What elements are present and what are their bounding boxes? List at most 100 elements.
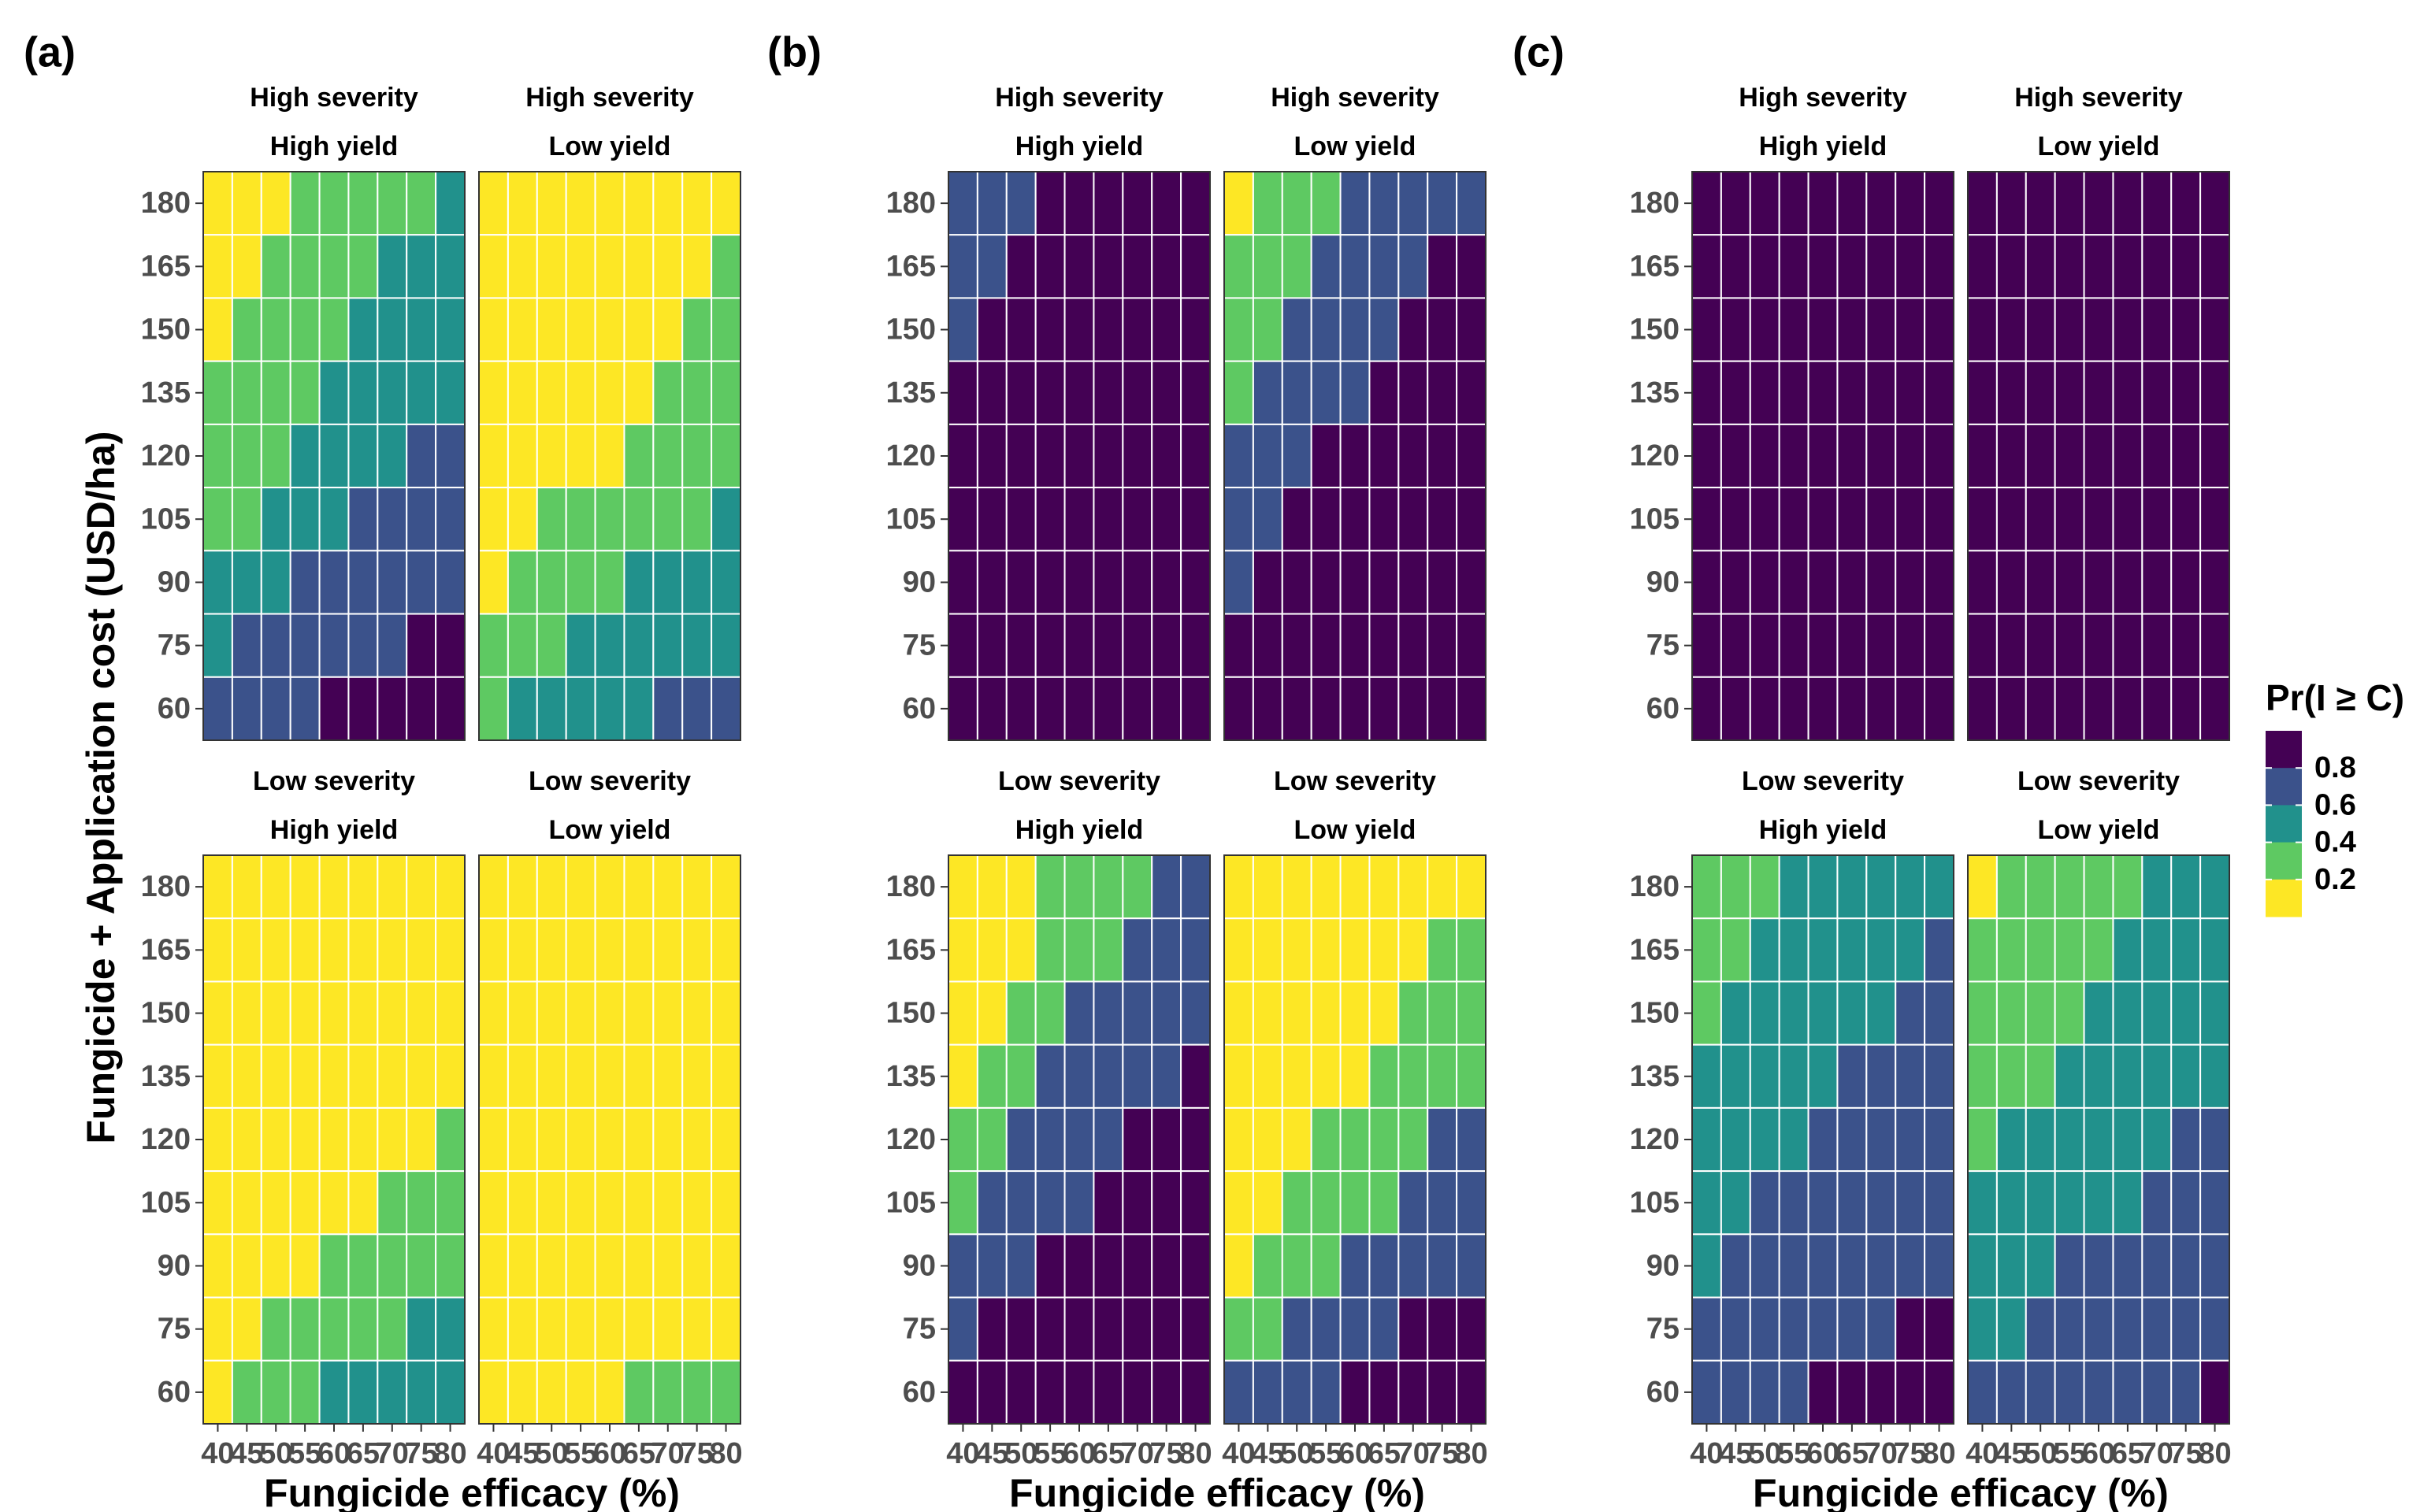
heatmap-tile (1807, 171, 1839, 236)
heatmap-tile (1122, 1296, 1153, 1362)
heatmap-tile (536, 1233, 567, 1299)
heatmap-tile (1252, 550, 1283, 615)
heatmap-tile (1995, 171, 2027, 236)
heatmap-tile (976, 613, 1008, 678)
y-tick-label: 180 (886, 870, 936, 903)
facet-title-severity: Low severity (253, 766, 415, 796)
x-tick-label: 70 (1397, 1437, 1430, 1470)
heatmap-tile (1720, 1106, 1751, 1173)
heatmap-tile (1368, 1359, 1400, 1425)
heatmap-tile (681, 423, 713, 489)
heatmap-tile (507, 1106, 538, 1173)
heatmap-tile (1339, 234, 1371, 299)
heatmap-tile (1924, 917, 1955, 983)
heatmap-tile (1456, 917, 1487, 983)
heatmap-tile (202, 1170, 233, 1236)
heatmap-tile (1720, 1043, 1751, 1109)
heatmap-tile (507, 487, 538, 552)
heatmap-tile (652, 297, 684, 362)
heatmap-tile (1895, 1043, 1926, 1109)
heatmap-tile (1310, 1170, 1342, 1236)
facet-title-severity: Low severity (1274, 766, 1436, 796)
heatmap-tile (2054, 360, 2085, 425)
heatmap-tile (377, 1170, 408, 1236)
heatmap-tile (2025, 613, 2056, 678)
heatmap-tile (2112, 980, 2143, 1046)
y-tick-label: 135 (141, 376, 191, 410)
heatmap-tile (1252, 676, 1283, 742)
heatmap-tile (1122, 297, 1153, 362)
heatmap-tile (435, 423, 466, 489)
heatmap-tile (1223, 234, 1254, 299)
heatmap-tile (948, 613, 978, 678)
heatmap-tile (1924, 980, 1955, 1046)
heatmap-tile (406, 550, 437, 615)
heatmap-tile (507, 1170, 538, 1236)
heatmap-tile (1807, 613, 1839, 678)
heatmap-tile (1034, 1296, 1066, 1362)
heatmap-tile (289, 297, 321, 362)
y-tick-label: 150 (1630, 997, 1680, 1030)
x-tick-label: 50 (2024, 1437, 2057, 1470)
heatmap-tile (1924, 423, 1955, 489)
heatmap-tile (2025, 487, 2056, 552)
heatmap-tile (1807, 676, 1839, 742)
heatmap-tile (1836, 1106, 1868, 1173)
heatmap-tile (1865, 854, 1897, 920)
heatmap-tile (2199, 423, 2231, 489)
heatmap-tile (507, 980, 538, 1046)
heatmap-tile (1063, 613, 1095, 678)
heatmap-tile (711, 854, 741, 920)
heatmap-tile (652, 613, 684, 678)
heatmap-tile (1778, 1043, 1809, 1109)
heatmap-tile (202, 613, 233, 678)
heatmap-tile (2083, 1233, 2114, 1299)
heatmap-tile (231, 1233, 262, 1299)
heatmap-tile (318, 171, 350, 236)
heatmap-tile (1967, 1359, 1998, 1425)
heatmap-tile (2112, 171, 2143, 236)
x-tick-label: 40 (1222, 1437, 1255, 1470)
heatmap-tile (2054, 1106, 2085, 1173)
heatmap-tile (2170, 550, 2202, 615)
heatmap-tile (1005, 360, 1037, 425)
heatmap-tile (565, 1106, 596, 1173)
heatmap-tile (377, 917, 408, 983)
heatmap-tile (1691, 1170, 1722, 1236)
heatmap-tile (478, 980, 509, 1046)
heatmap-tile (1995, 1170, 2027, 1236)
heatmap-tile (623, 423, 655, 489)
heatmap-tile (1005, 423, 1037, 489)
heatmap-tile (1223, 423, 1254, 489)
heatmap-tile (948, 1170, 978, 1236)
heatmap-tile (1180, 613, 1211, 678)
heatmap-tile (1456, 487, 1487, 552)
heatmap-tile (1005, 297, 1037, 362)
heatmap-tile (1034, 487, 1066, 552)
heatmap-tile (1151, 676, 1182, 742)
heatmap-tile (1223, 550, 1254, 615)
heatmap-tile (1368, 854, 1400, 920)
heatmap-tile (1151, 423, 1182, 489)
heatmap-tile (1720, 234, 1751, 299)
heatmap-tile (1967, 980, 1998, 1046)
heatmap-tile (1397, 297, 1429, 362)
heatmap-tile (1836, 1359, 1868, 1425)
heatmap-tile (377, 171, 408, 236)
heatmap-tile (594, 917, 625, 983)
heatmap-tile (976, 917, 1008, 983)
heatmap-tile (202, 487, 233, 552)
heatmap-tile (377, 297, 408, 362)
heatmap-tile (1034, 1359, 1066, 1425)
heatmap-tile (231, 550, 262, 615)
heatmap-tile (1924, 234, 1955, 299)
heatmap-tile (1807, 1296, 1839, 1362)
legend-label: 0.4 (2314, 826, 2356, 859)
heatmap-tile (1865, 550, 1897, 615)
heatmap-tile (289, 676, 321, 742)
heatmap-tile (594, 487, 625, 552)
heatmap-tile (1122, 917, 1153, 983)
heatmap-tile (1180, 487, 1211, 552)
heatmap-tile (318, 550, 350, 615)
heatmap-tile (594, 297, 625, 362)
